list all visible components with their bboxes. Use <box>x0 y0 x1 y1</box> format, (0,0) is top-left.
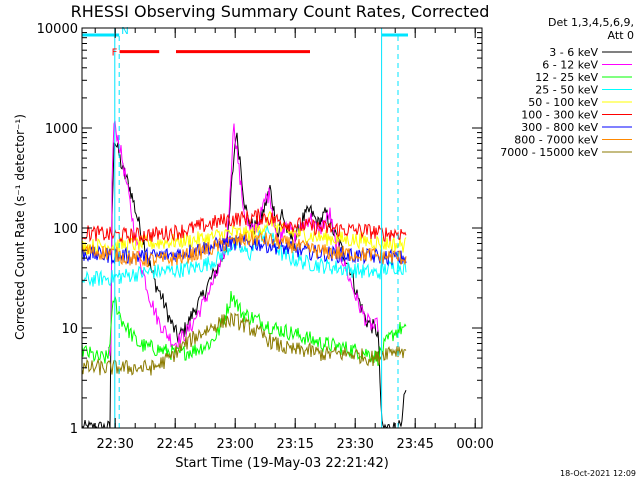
y-axis-label: Corrected Count Rate (s⁻¹ detector⁻¹) <box>13 114 27 340</box>
x-tick-label-4: 23:15 <box>276 437 313 452</box>
legend-label-9: 7000 - 15000 keV <box>500 146 598 159</box>
x-tick-label-2: 22:45 <box>156 437 193 452</box>
annotation-label-7: F <box>112 48 118 59</box>
series-line-9 <box>82 312 407 376</box>
legend-label-5: 50 - 100 keV <box>528 96 598 109</box>
legend-header-line-1: Det 1,3,4,5,6,9, <box>548 16 634 29</box>
series-line-5 <box>82 210 407 256</box>
legend-label-3: 12 - 25 keV <box>535 71 598 84</box>
legend-label-1: 3 - 6 keV <box>549 46 598 59</box>
chart-title: RHESSI Observing Summary Count Rates, Co… <box>71 2 490 21</box>
series-group <box>82 120 407 428</box>
footer-date: 18-Oct-2021 12:09 <box>560 469 636 478</box>
legend-label-2: 6 - 12 keV <box>542 59 598 72</box>
legend-header-line-2: Att 0 <box>608 29 634 42</box>
x-tick-label-6: 23:45 <box>396 437 433 452</box>
plot-layer: NF 1 10 100 1000 10000 22:30 22:45 23:00 23:15 23:… <box>37 22 632 452</box>
x-tick-label-5: 23:30 <box>336 437 373 452</box>
series-line-6 <box>82 208 407 244</box>
y-tick-label-2: 10 <box>61 322 78 337</box>
series-line-4 <box>82 224 407 287</box>
x-tick-label-3: 23:00 <box>216 437 253 452</box>
series-line-3 <box>82 290 407 367</box>
y-tick-label-1: 1 <box>70 422 78 437</box>
annotation-label-5: N <box>121 26 128 37</box>
y-tick-label-3: 100 <box>53 222 78 237</box>
legend-label-8: 800 - 7000 keV <box>514 134 598 147</box>
x-tick-label-7: 00:00 <box>456 437 493 452</box>
legend-label-4: 25 - 50 keV <box>535 84 598 97</box>
y-tick-label-5: 10000 <box>37 22 78 37</box>
x-tick-label-1: 22:30 <box>96 437 133 452</box>
x-axis-label: Start Time (19-May-03 22:21:42) <box>175 456 389 471</box>
legend-label-6: 100 - 300 keV <box>521 109 598 122</box>
series-line-8 <box>82 231 407 268</box>
y-tick-label-4: 1000 <box>45 122 78 137</box>
legend-label-7: 300 - 800 keV <box>521 121 598 134</box>
